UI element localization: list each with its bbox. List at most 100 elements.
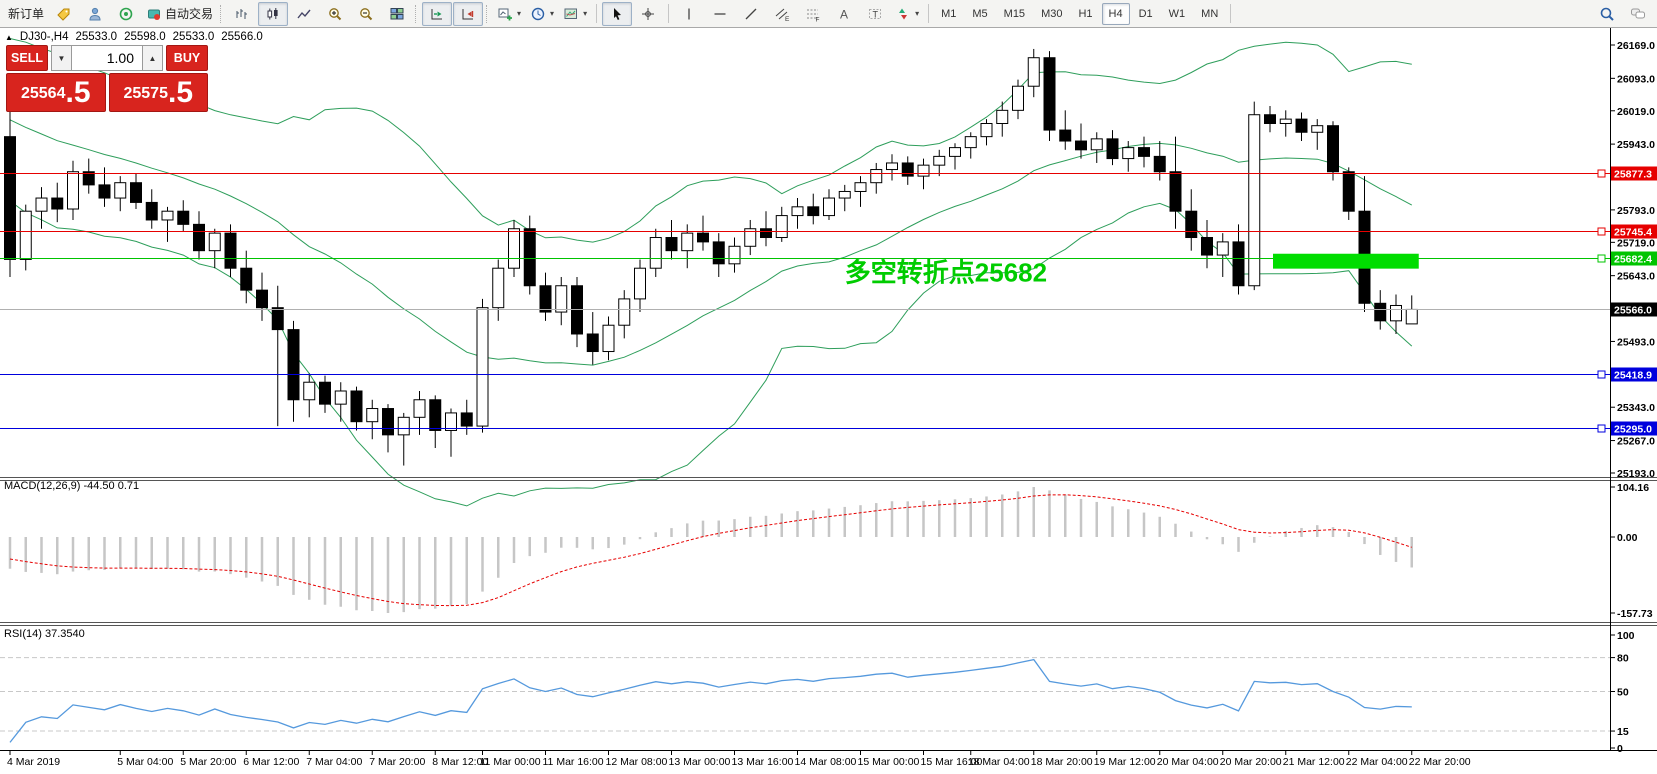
- svg-text:-157.73: -157.73: [1617, 608, 1653, 620]
- line-chart-icon: [297, 9, 311, 18]
- time-label: 20 Mar 20:00: [1220, 756, 1282, 768]
- search-button[interactable]: [1592, 2, 1622, 26]
- crosshair-tool[interactable]: [633, 2, 663, 26]
- cursor-tool[interactable]: [602, 1, 633, 26]
- buy-price-button[interactable]: 25575 .5: [108, 73, 208, 112]
- timeframe-m5[interactable]: M5: [972, 7, 988, 20]
- time-label: 15 Mar 16:00: [921, 756, 983, 768]
- equidistant-channel-tool[interactable]: E: [767, 2, 797, 26]
- svg-text:25343.0: 25343.0: [1617, 402, 1655, 414]
- panel-axes: [0, 28, 1657, 751]
- timeframe-mn[interactable]: MN: [1201, 7, 1219, 20]
- svg-text:50: 50: [1617, 687, 1629, 699]
- label-tool[interactable]: T: [860, 2, 890, 26]
- line-chart-button[interactable]: [289, 2, 319, 26]
- cursor-icon: [614, 7, 622, 20]
- svg-text:25295.0: 25295.0: [1614, 424, 1652, 436]
- time-label: 13 Mar 00:00: [669, 756, 731, 768]
- sell-button[interactable]: SELL: [6, 45, 48, 71]
- candle: [476, 307, 489, 427]
- sell-price-frac: .5: [65, 76, 91, 109]
- bar-chart-button[interactable]: [227, 2, 257, 26]
- buy-button[interactable]: BUY: [166, 45, 208, 71]
- trendline-tool[interactable]: [736, 2, 766, 26]
- candle: [1106, 138, 1119, 160]
- timeframe-m15[interactable]: M15: [1003, 7, 1026, 20]
- svg-text:26169.0: 26169.0: [1617, 40, 1655, 52]
- candle: [224, 232, 237, 269]
- fibonacci-tool[interactable]: F: [798, 2, 828, 26]
- candle: [964, 136, 977, 149]
- timeframe-d1[interactable]: D1: [1138, 7, 1153, 20]
- sell-price-button[interactable]: 25564 .5: [6, 73, 106, 112]
- svg-text:26019.0: 26019.0: [1617, 106, 1655, 118]
- candle: [382, 408, 394, 436]
- candlestick-chart-button[interactable]: [258, 1, 289, 26]
- volume-stepper: ▼ 1.00 ▲: [51, 45, 166, 71]
- new-order-button[interactable]: 新订单: [4, 2, 48, 26]
- svg-text:25566.0: 25566.0: [1614, 305, 1652, 317]
- candle: [303, 381, 316, 401]
- text-tool[interactable]: A: [829, 2, 859, 26]
- tag-icon-button[interactable]: [49, 2, 79, 26]
- new-chart-button[interactable]: ▾: [493, 2, 525, 26]
- time-axis[interactable]: 4 Mar 2019 5 Mar 04:00 5 Mar 20:00 6 Mar 12…: [7, 750, 1471, 768]
- chevron-down-icon: ▾: [915, 9, 920, 18]
- volume-input[interactable]: 1.00: [72, 45, 142, 71]
- zoom-in-icon: [329, 7, 342, 20]
- publisher-button[interactable]: [80, 2, 110, 26]
- horizontal-level-lines[interactable]: [0, 169, 1610, 433]
- timeframe-m30[interactable]: M30: [1041, 7, 1063, 20]
- periods-button[interactable]: ▾: [526, 2, 558, 26]
- zoom-in-button[interactable]: [320, 2, 350, 26]
- chart-shift-toggle[interactable]: [453, 1, 484, 26]
- sell-price-main: 25564: [20, 85, 66, 102]
- toolbar-separator: [928, 4, 930, 23]
- volume-increase-button[interactable]: ▲: [142, 45, 163, 71]
- svg-text:25877.3: 25877.3: [1614, 169, 1652, 181]
- candle: [177, 210, 190, 225]
- chat-button[interactable]: [1623, 2, 1653, 26]
- timeframe-m1[interactable]: M1: [941, 7, 957, 20]
- crosshair-icon: [642, 7, 655, 20]
- arrows-tool[interactable]: ▾: [891, 2, 923, 26]
- timeframe-h1[interactable]: H1: [1078, 7, 1093, 20]
- one-click-trading-panel: SELL ▼ 1.00 ▲ BUY 25564 .5 25575 .5: [6, 45, 208, 112]
- zoom-out-button[interactable]: [351, 2, 381, 26]
- timeframe-w1[interactable]: W1: [1168, 7, 1186, 20]
- toolbar: 新订单 自动交易: [0, 0, 1657, 28]
- svg-text:104.16: 104.16: [1617, 482, 1649, 494]
- tile-windows-button[interactable]: [382, 2, 412, 26]
- rsi-line: [9, 658, 1412, 743]
- autotrading-label: 自动交易: [165, 7, 214, 21]
- macd-label: MACD(12,26,9) -44.50 0.71: [4, 480, 140, 492]
- candle: [67, 171, 79, 210]
- new-chart-icon: [498, 8, 513, 20]
- candle: [1279, 118, 1292, 124]
- candle: [98, 184, 111, 199]
- candle: [838, 190, 851, 199]
- candle: [4, 136, 16, 260]
- candle: [350, 390, 363, 423]
- volume-decrease-button[interactable]: ▼: [51, 45, 72, 71]
- candle: [492, 267, 505, 309]
- candle: [807, 206, 820, 217]
- label-icon: T: [869, 8, 882, 19]
- equidistant-channel-icon: E: [775, 8, 790, 22]
- vertical-line-tool[interactable]: [674, 2, 704, 26]
- zoom-out-icon: [360, 7, 373, 20]
- svg-text:25267.0: 25267.0: [1617, 436, 1655, 448]
- sell-label: SELL: [11, 51, 43, 65]
- timeframe-h4[interactable]: H4: [1101, 2, 1130, 25]
- auto-scroll-toggle[interactable]: [422, 1, 453, 26]
- rsi-label: RSI(14) 37.3540: [4, 628, 85, 640]
- autotrading-button[interactable]: 自动交易: [142, 2, 217, 26]
- svg-text:T: T: [873, 9, 879, 19]
- templates-button[interactable]: ▾: [559, 2, 591, 26]
- candle: [854, 182, 867, 192]
- buy-label: BUY: [173, 51, 201, 65]
- horizontal-line-tool[interactable]: [705, 2, 735, 26]
- candle: [1232, 241, 1245, 287]
- signals-button[interactable]: [111, 2, 141, 26]
